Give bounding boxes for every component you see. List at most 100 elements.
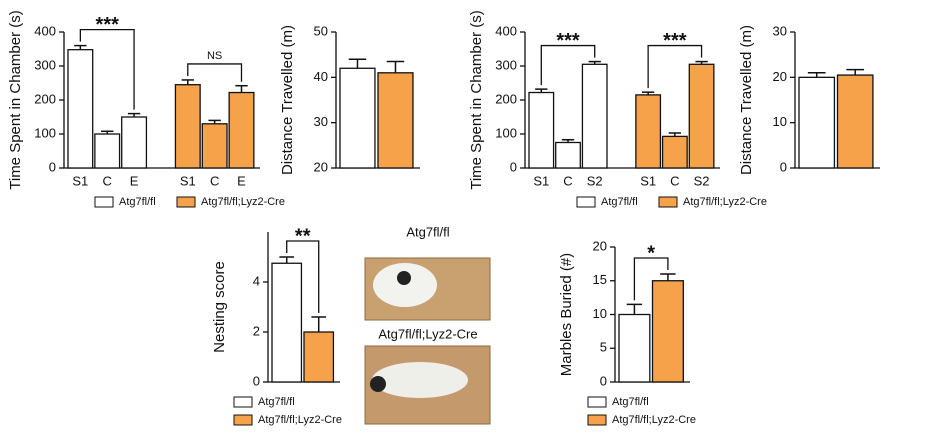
y-tick-label: 50 xyxy=(314,23,328,38)
significance-label: *** xyxy=(663,30,687,52)
x-tick-label: S2 xyxy=(587,173,603,188)
y-tick-label: 10 xyxy=(773,114,787,129)
legend-label: Atg7fl/fl;Lyz2-Cre xyxy=(201,196,285,208)
y-tick-label: 5 xyxy=(600,340,607,355)
bar xyxy=(836,74,874,169)
bar xyxy=(798,76,836,169)
y-tick-label: 0 xyxy=(253,373,260,388)
y-axis-title: Distance Travelled (m) xyxy=(738,25,755,175)
y-tick-label: 2 xyxy=(253,323,260,338)
bar xyxy=(174,84,201,169)
legend-label: Atg7fl/fl xyxy=(601,196,638,208)
y-tick-label: 300 xyxy=(34,57,56,72)
y-axis-title: Time Spent in Chamber (s) xyxy=(468,10,485,190)
bar xyxy=(271,262,303,383)
bar xyxy=(581,63,608,169)
y-tick-label: 200 xyxy=(34,91,56,106)
x-tick-label: E xyxy=(237,173,246,188)
bar xyxy=(303,331,335,383)
legend-swatch xyxy=(233,414,253,426)
y-tick-label: 4 xyxy=(253,273,260,288)
x-tick-label: C xyxy=(103,173,112,188)
chart-panel: 0 2 4 Nesting score ** Atg7fl/fl Atg7fl/fl;Lyz… xyxy=(211,225,342,426)
chart-panel: 20 30 40 50 Distance Travelled (m) xyxy=(279,23,420,175)
chart-panel: 0 10 20 30 Distance Travelled (m) xyxy=(738,23,880,175)
bar xyxy=(528,91,555,169)
bar xyxy=(651,280,684,383)
photo-label: Atg7fl/fl;Lyz2-Cre xyxy=(378,326,477,341)
y-tick-label: 40 xyxy=(314,69,328,84)
legend-swatch xyxy=(587,396,607,408)
y-axis-title: Marbles Buried (#) xyxy=(558,253,575,376)
legend-label: Atg7fl/fl;Lyz2-Cre xyxy=(612,414,696,426)
significance-label: NS xyxy=(207,50,222,62)
chart-panel: 0 100 200 300 400 Time Spent in Chamber (s) S1… xyxy=(7,10,285,208)
y-axis-title: Nesting score xyxy=(211,261,228,353)
significance-label: *** xyxy=(96,14,120,36)
y-tick-label: 0 xyxy=(780,159,787,174)
y-tick-label: 300 xyxy=(495,57,517,72)
photo-label: Atg7fl/fl xyxy=(406,224,449,239)
legend-swatch xyxy=(576,196,596,208)
significance-bracket xyxy=(540,44,596,86)
legend-label: Atg7fl/fl;Lyz2-Cre xyxy=(258,414,342,426)
chart-panel: 0 5 10 15 20 Marbles Buried (#) * Atg7fl/fl Atg7… xyxy=(558,238,696,425)
bar xyxy=(688,63,715,169)
y-tick-label: 400 xyxy=(34,23,56,38)
legend-label: Atg7fl/fl;Lyz2-Cre xyxy=(683,196,767,208)
significance-bracket xyxy=(286,240,320,313)
y-tick-label: 10 xyxy=(593,306,607,321)
bar xyxy=(618,313,651,383)
significance-bracket xyxy=(79,28,135,110)
significance-bracket xyxy=(633,257,669,301)
legend-label: Atg7fl/fl xyxy=(258,396,295,408)
significance-label: *** xyxy=(556,30,580,52)
y-tick-label: 0 xyxy=(600,373,607,388)
y-tick-label: 30 xyxy=(314,114,328,129)
significance-label: ** xyxy=(295,225,311,247)
x-tick-label: E xyxy=(130,173,139,188)
x-tick-label: S1 xyxy=(533,173,549,188)
y-tick-label: 30 xyxy=(773,23,787,38)
y-tick-label: 0 xyxy=(510,159,517,174)
bar xyxy=(228,91,255,169)
bar xyxy=(67,49,94,169)
y-tick-label: 20 xyxy=(773,69,787,84)
y-tick-label: 200 xyxy=(495,91,517,106)
y-tick-label: 100 xyxy=(34,125,56,140)
x-tick-label: C xyxy=(670,173,679,188)
y-axis-title: Time Spent in Chamber (s) xyxy=(7,10,24,190)
y-tick-label: 20 xyxy=(314,159,328,174)
legend-label: Atg7fl/fl xyxy=(119,196,156,208)
y-tick-label: 15 xyxy=(593,272,607,287)
bar xyxy=(555,141,581,169)
y-axis-title: Distance Travelled (m) xyxy=(279,25,296,175)
nest-photo xyxy=(364,257,491,425)
bar xyxy=(121,116,148,169)
bar xyxy=(661,135,688,169)
chart-panel: 0 100 200 300 400 Time Spent in Chamber (s) S1… xyxy=(468,10,767,208)
y-tick-label: 400 xyxy=(495,23,517,38)
x-tick-label: S1 xyxy=(640,173,656,188)
bar xyxy=(201,123,228,169)
significance-label: * xyxy=(647,242,655,264)
legend-swatch xyxy=(658,196,678,208)
significance-bracket xyxy=(187,63,243,82)
x-tick-label: S2 xyxy=(694,173,710,188)
legend-swatch xyxy=(94,196,114,208)
bar xyxy=(339,67,376,169)
x-tick-label: C xyxy=(210,173,219,188)
bar xyxy=(635,94,662,169)
y-tick-label: 20 xyxy=(593,238,607,253)
significance-bracket xyxy=(647,44,703,89)
bar xyxy=(377,72,414,169)
x-tick-label: S1 xyxy=(72,173,88,188)
y-tick-label: 0 xyxy=(49,159,56,174)
legend-swatch xyxy=(233,396,253,408)
legend-swatch xyxy=(176,196,196,208)
bar xyxy=(94,133,121,169)
y-tick-label: 100 xyxy=(495,125,517,140)
x-tick-label: S1 xyxy=(180,173,196,188)
legend-label: Atg7fl/fl xyxy=(612,396,649,408)
